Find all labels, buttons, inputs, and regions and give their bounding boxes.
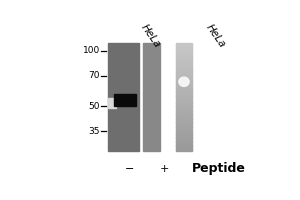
Bar (176, 121, 192, 123)
Bar (143, 43, 160, 151)
Bar (176, 125, 192, 127)
Bar (176, 78, 192, 80)
Bar (176, 132, 192, 134)
Bar (176, 65, 192, 66)
Bar (176, 59, 192, 61)
Bar (176, 51, 192, 53)
Bar (176, 143, 192, 144)
Bar (114, 94, 136, 106)
Text: HeLa: HeLa (204, 22, 227, 49)
Bar (176, 66, 192, 68)
Bar (176, 141, 192, 143)
Bar (176, 140, 192, 142)
Bar (176, 112, 192, 113)
Bar (176, 101, 192, 103)
Bar (176, 104, 192, 105)
Bar (176, 110, 192, 112)
Bar (176, 95, 192, 97)
Bar (176, 97, 192, 98)
Bar (176, 46, 192, 47)
Bar (176, 79, 192, 81)
Bar (176, 105, 192, 107)
Bar (176, 139, 192, 140)
Bar (176, 90, 192, 92)
Text: HeLa: HeLa (139, 22, 162, 49)
Bar (176, 82, 192, 84)
Bar (176, 60, 192, 62)
Text: 100: 100 (82, 46, 100, 55)
Bar (176, 48, 192, 50)
Text: 35: 35 (88, 127, 100, 136)
Text: −: − (125, 164, 134, 174)
Ellipse shape (179, 77, 189, 86)
Bar (176, 87, 192, 89)
Bar (176, 102, 192, 104)
Text: 50: 50 (88, 102, 100, 111)
Bar (176, 77, 192, 78)
Bar (176, 63, 192, 65)
Bar (176, 137, 192, 139)
Bar (176, 83, 192, 85)
Bar (176, 56, 192, 58)
Bar (176, 43, 192, 45)
Bar (176, 85, 192, 86)
Bar (108, 98, 116, 108)
Bar (176, 74, 192, 76)
Bar (176, 122, 192, 124)
Bar (176, 75, 192, 77)
Bar (176, 135, 192, 136)
Bar (176, 108, 192, 109)
Bar (176, 47, 192, 49)
Text: 70: 70 (88, 71, 100, 80)
Bar (176, 89, 192, 90)
Bar (176, 44, 192, 46)
Bar (176, 73, 192, 74)
Bar (108, 43, 139, 151)
Text: +: + (160, 164, 169, 174)
Bar (176, 136, 192, 138)
Bar (176, 124, 192, 125)
Bar (176, 120, 192, 121)
Bar (176, 149, 192, 151)
Bar (176, 117, 192, 119)
Bar (176, 67, 192, 69)
Bar (176, 148, 192, 150)
Bar (176, 144, 192, 146)
Bar (176, 55, 192, 57)
Bar (176, 145, 192, 147)
Bar (176, 93, 192, 94)
Bar (176, 94, 192, 96)
Bar (176, 86, 192, 88)
Bar (176, 118, 192, 120)
Bar (176, 106, 192, 108)
Bar (176, 69, 192, 70)
Bar (176, 116, 192, 117)
Bar (176, 54, 192, 55)
Bar (176, 133, 192, 135)
Bar (176, 50, 192, 51)
Bar (176, 131, 192, 132)
Bar (176, 98, 192, 100)
Bar (176, 91, 192, 93)
Bar (176, 100, 192, 101)
Bar (176, 147, 192, 148)
Bar (176, 71, 192, 73)
Bar (176, 62, 192, 63)
Bar (176, 52, 192, 54)
Bar (176, 129, 192, 131)
Bar (176, 58, 192, 59)
Bar (176, 128, 192, 129)
Bar (176, 109, 192, 111)
Bar (176, 126, 192, 128)
Bar (176, 81, 192, 82)
Bar (176, 114, 192, 116)
Text: Peptide: Peptide (192, 162, 246, 175)
Bar (176, 70, 192, 72)
Bar (176, 113, 192, 115)
